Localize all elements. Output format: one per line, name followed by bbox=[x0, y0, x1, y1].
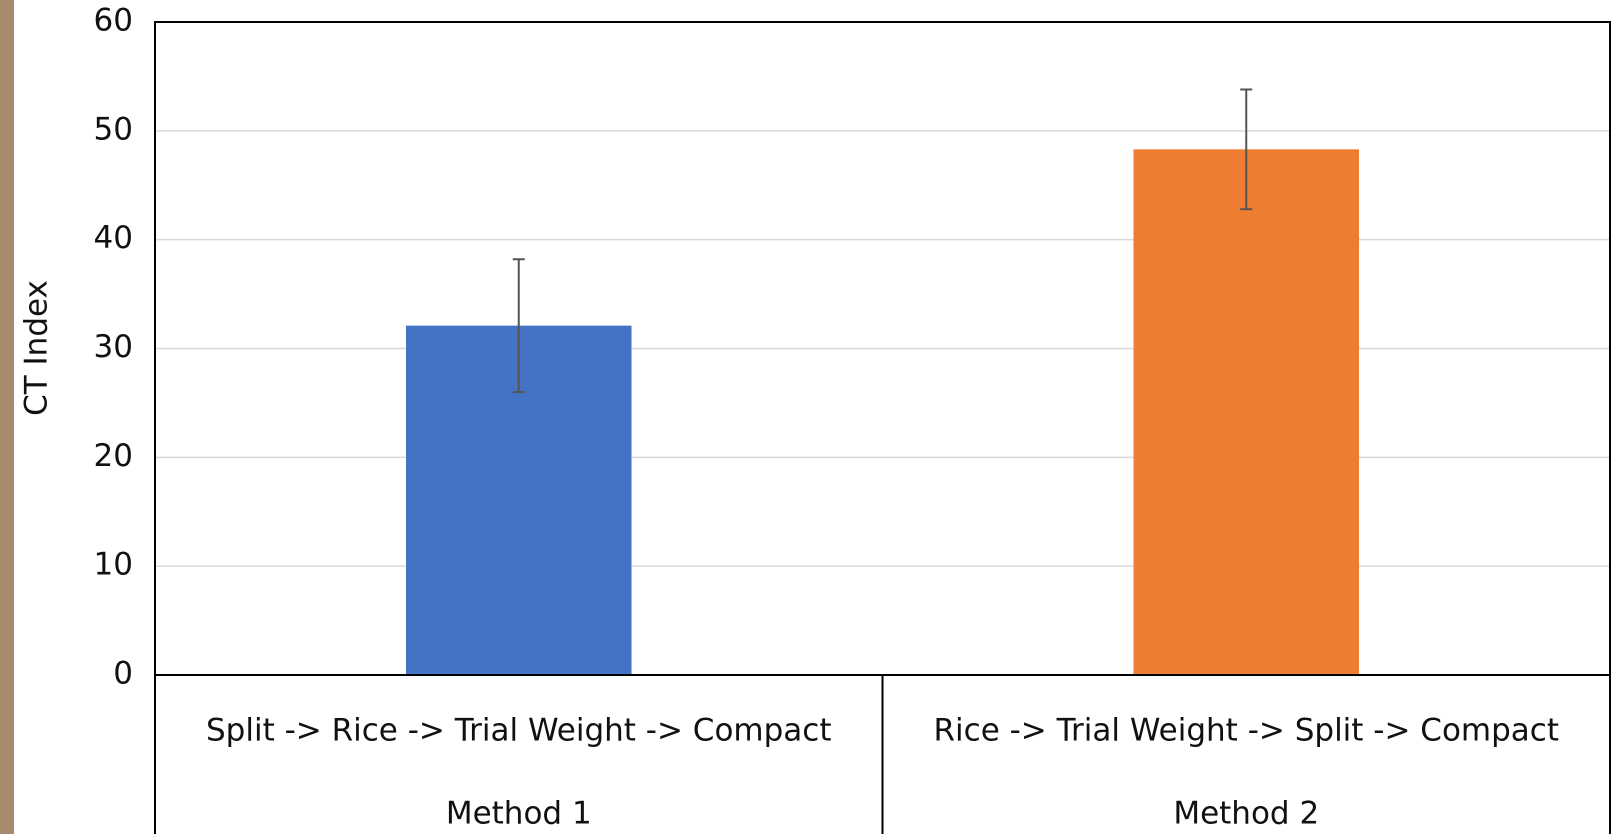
y-tick-label: 40 bbox=[94, 220, 133, 256]
y-axis-title: CT Index bbox=[19, 280, 55, 416]
y-tick-label: 0 bbox=[113, 656, 133, 692]
background-photo-strip bbox=[0, 0, 14, 834]
y-tick-label: 30 bbox=[94, 329, 133, 365]
error-bar bbox=[512, 258, 525, 394]
y-tick-label: 60 bbox=[94, 3, 133, 39]
x-group-label: Method 2 bbox=[1173, 796, 1319, 832]
y-tick-label: 20 bbox=[94, 438, 133, 474]
y-tick-label: 10 bbox=[94, 547, 133, 583]
x-group-label: Method 1 bbox=[446, 796, 592, 832]
y-tick-label: 50 bbox=[94, 111, 133, 147]
x-tick-label: Split -> Rice -> Trial Weight -> Compact bbox=[206, 713, 832, 749]
bar bbox=[1133, 149, 1360, 675]
error-bar bbox=[1240, 88, 1253, 211]
x-tick-label: Rice -> Trial Weight -> Split -> Compact bbox=[934, 713, 1560, 749]
